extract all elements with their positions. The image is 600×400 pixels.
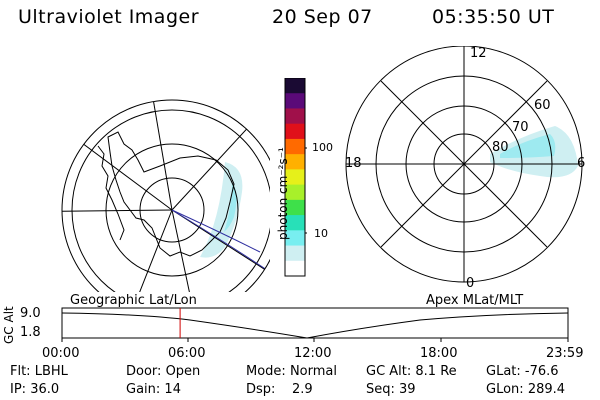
lat-circle — [105, 143, 239, 277]
altitude-timeline — [61, 307, 569, 342]
aurora-emission — [200, 162, 243, 258]
meridian — [62, 100, 173, 211]
peninsula-coastline — [97, 145, 125, 241]
meridian — [62, 209, 173, 213]
status-dsp: Dsp: 2.9 — [246, 382, 313, 397]
app-title: Ultraviolet Imager — [18, 6, 200, 28]
geo-label: Geographic Lat/Lon — [70, 293, 197, 308]
meridian — [139, 100, 173, 211]
colorbar-swatch — [285, 108, 305, 125]
status-glat: GLat: -76.6 — [486, 364, 559, 379]
colorbar-swatch — [285, 169, 305, 186]
lat-circle — [71, 109, 270, 292]
meridian — [171, 100, 270, 211]
colorbar-swatch — [285, 154, 305, 170]
coastline — [107, 131, 235, 257]
status-glon: GLon: 289.4 — [486, 382, 566, 397]
status-seq: Seq: 39 — [366, 382, 416, 397]
status-gain: Gain: 14 — [126, 382, 181, 397]
colorbar-swatch — [285, 199, 305, 216]
satellite-track — [171, 209, 261, 253]
x-tick-1800: 18:00 — [420, 346, 458, 361]
colorbar-swatch — [285, 123, 305, 140]
mlat-label-80: 80 — [492, 140, 509, 155]
south-america-coastline — [40, 70, 54, 138]
mlt-label-18: 18 — [345, 156, 362, 171]
status-ip: IP: 36.0 — [10, 382, 60, 397]
mlt-label-6: 6 — [577, 156, 586, 171]
x-tick-0600: 06:00 — [168, 346, 206, 361]
meridian — [171, 209, 201, 292]
gc-alt-axis-title: GC Alt — [2, 306, 16, 344]
aurora-emission-core — [224, 182, 237, 232]
x-tick-2359: 23:59 — [546, 346, 584, 361]
status-gc-alt: GC Alt: 8.1 Re — [366, 364, 457, 379]
colorbar-swatch — [285, 230, 305, 247]
header-date: 20 Sep 07 — [272, 6, 373, 28]
mlt-label-0: 0 — [466, 276, 475, 291]
colorbar-swatch — [285, 78, 305, 94]
satellite-track — [171, 209, 270, 273]
status-door: Door: Open — [126, 364, 201, 379]
header-time: 05:35:50 UT — [432, 6, 555, 28]
timeline-frame — [61, 307, 569, 339]
colorbar-swatch — [285, 93, 305, 109]
colorbar-swatch — [285, 260, 305, 277]
status-filter: Flt: LBHL — [10, 364, 68, 379]
meridian — [171, 209, 270, 292]
mlat-label-60: 60 — [534, 98, 551, 113]
aurora-emission-core — [500, 134, 556, 158]
x-tick-1200: 12:00 — [294, 346, 332, 361]
mlat-label-70: 70 — [512, 120, 529, 135]
colorbar-swatch — [285, 245, 305, 262]
colorbar-tick-label: 100 — [312, 141, 333, 154]
colorbar — [284, 78, 307, 277]
colorbar-tick-label: 10 — [314, 227, 328, 240]
y-tick-1-8: 1.8 — [20, 325, 41, 340]
altitude-curve — [61, 312, 569, 339]
status-mode: Mode: Normal — [246, 364, 337, 379]
apex-label: Apex MLat/MLT — [426, 293, 524, 308]
geographic-map — [40, 70, 270, 292]
colorbar-swatch — [285, 184, 305, 201]
apex-dial — [345, 46, 583, 283]
mlt-label-12: 12 — [470, 46, 487, 61]
meridian — [119, 209, 173, 292]
map-boundary — [61, 99, 270, 292]
mlt-diagonal — [380, 80, 548, 248]
colorbar-unit-label: photon cm⁻²s⁻¹ — [276, 147, 290, 240]
colorbar-swatch — [285, 215, 305, 231]
colorbar-swatch — [285, 138, 305, 155]
y-tick-9: 9.0 — [20, 306, 41, 321]
x-tick-0000: 00:00 — [42, 346, 80, 361]
